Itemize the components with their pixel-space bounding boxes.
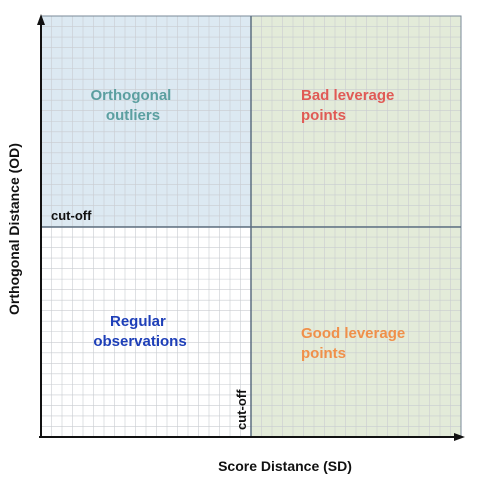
y-axis-arrowhead: [37, 14, 45, 25]
x-axis-arrowhead: [454, 433, 465, 441]
bad-leverage-points-label: Bad leverage points: [301, 87, 399, 124]
regular-observations-label: Regular observations: [93, 313, 186, 350]
horizontal-cutoff-label: cut-off: [51, 208, 92, 223]
y-axis-title: Orthogonal Distance (OD): [6, 143, 22, 315]
x-axis-title: Score Distance (SD): [218, 458, 352, 474]
good-leverage-points-label: Good leverage points: [301, 325, 409, 362]
orthogonal-outliers-label: Orthogonal outliers: [91, 87, 176, 124]
vertical-cutoff-label: cut-off: [234, 389, 249, 430]
